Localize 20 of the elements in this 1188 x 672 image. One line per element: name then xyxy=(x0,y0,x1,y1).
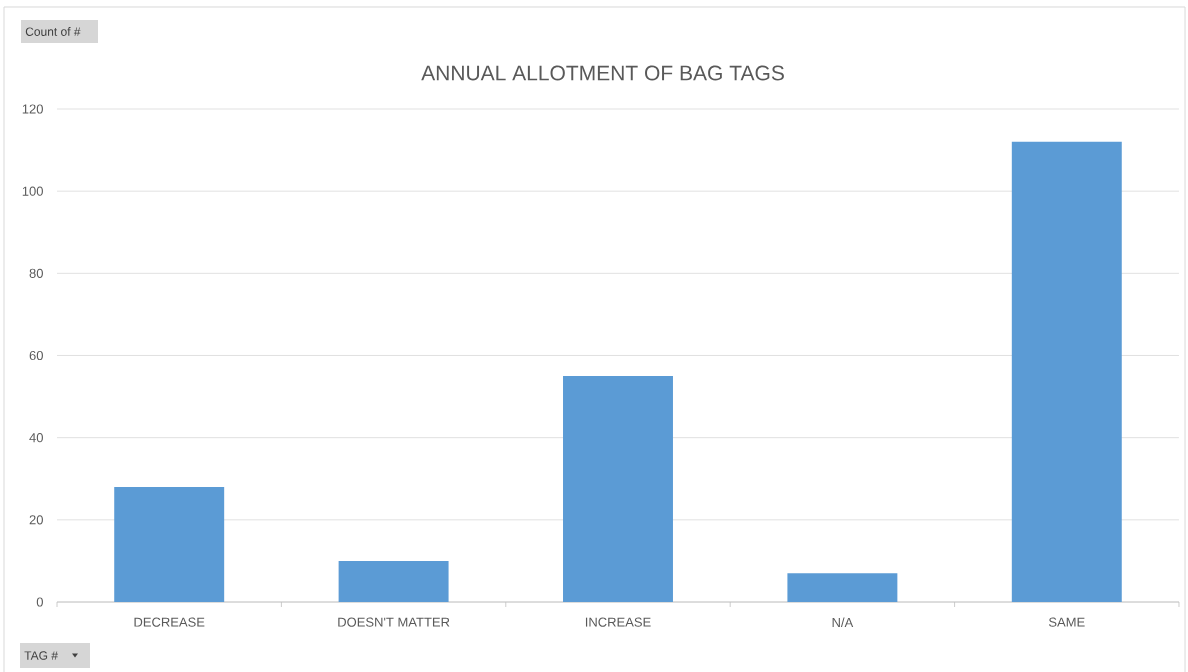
chart-title: ANNUAL ALLOTMENT OF BAG TAGS xyxy=(421,65,784,81)
x-tick-label: DOESN'T MATTER xyxy=(338,617,450,627)
x-tick-label: SAME xyxy=(1048,617,1085,627)
y-tick-label: 0 xyxy=(36,597,43,607)
x-tick-label: INCREASE xyxy=(585,617,651,627)
text: TAG # xyxy=(24,651,58,660)
bar xyxy=(1011,141,1122,602)
x-tick-label: DECREASE xyxy=(134,617,205,627)
text: Count of # xyxy=(25,27,81,36)
bar xyxy=(114,486,225,602)
y-tick-label: 100 xyxy=(22,186,43,196)
y-tick-label: 80 xyxy=(29,268,43,278)
y-tick-label: 120 xyxy=(22,104,43,114)
bar xyxy=(338,560,449,602)
y-tick-label: 60 xyxy=(29,350,43,361)
bar xyxy=(787,573,898,602)
bar xyxy=(563,376,673,602)
y-tick-label: 40 xyxy=(29,433,43,443)
x-tick-label: N/A xyxy=(832,617,854,628)
y-tick-label: 20 xyxy=(29,515,43,525)
